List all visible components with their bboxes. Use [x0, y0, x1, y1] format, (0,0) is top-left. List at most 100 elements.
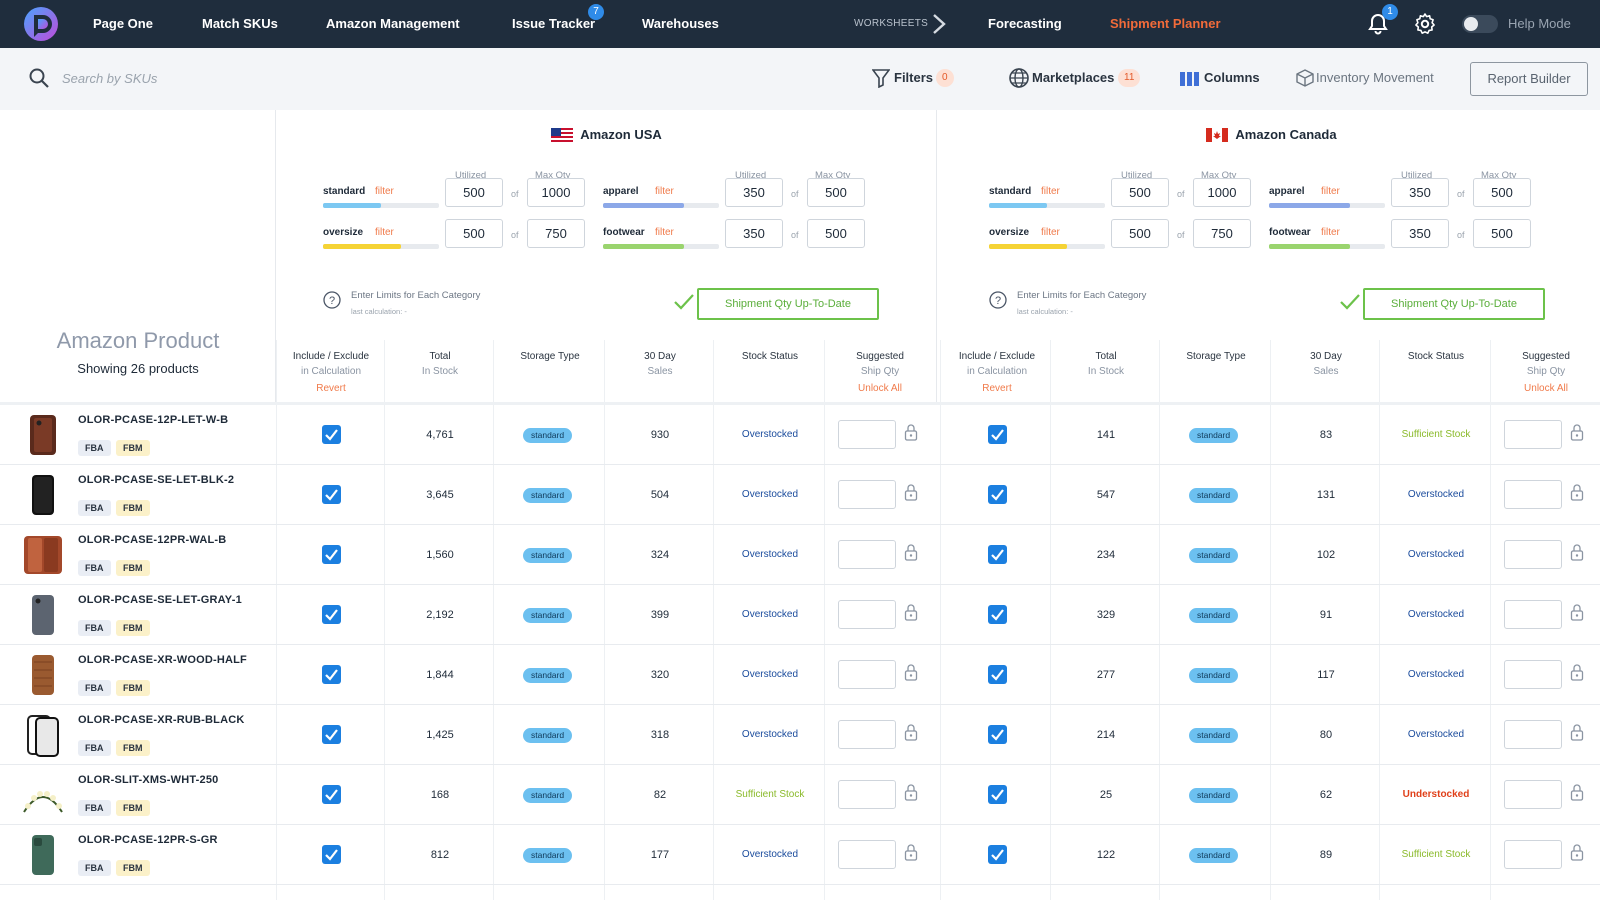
column-header-include[interactable]: Include / Exclude in Calculation Revert: [943, 349, 1051, 396]
lock-icon[interactable]: [1570, 603, 1584, 621]
include-checkbox[interactable]: [322, 665, 341, 684]
product-sku[interactable]: OLOR-SLIT-XMS-WHT-250: [78, 774, 219, 786]
lock-icon[interactable]: [1570, 723, 1584, 741]
column-header-include[interactable]: Include / Exclude in Calculation Revert: [277, 349, 385, 396]
gear-icon[interactable]: [1413, 12, 1437, 36]
category-filter-link[interactable]: filter: [1321, 227, 1340, 238]
lock-icon[interactable]: [904, 663, 918, 681]
help-circle-icon[interactable]: ?: [323, 291, 341, 309]
lock-icon[interactable]: [1570, 663, 1584, 681]
include-checkbox[interactable]: [322, 785, 341, 804]
suggested-ship-qty-input[interactable]: [1504, 720, 1562, 749]
marketplaces-button[interactable]: Marketplaces 11: [1008, 64, 1144, 92]
utilized-value[interactable]: 500: [1111, 219, 1169, 248]
lock-icon[interactable]: [904, 543, 918, 561]
suggested-ship-qty-input[interactable]: [838, 720, 896, 749]
include-checkbox[interactable]: [988, 665, 1007, 684]
include-checkbox[interactable]: [988, 485, 1007, 504]
inventory-movement-button[interactable]: Inventory Movement: [1296, 64, 1446, 92]
suggested-ship-qty-input[interactable]: [1504, 840, 1562, 869]
suggested-ship-qty-input[interactable]: [1504, 660, 1562, 689]
lock-icon[interactable]: [904, 603, 918, 621]
product-sku[interactable]: OLOR-PCASE-12P-LET-W-B: [78, 414, 229, 426]
include-checkbox[interactable]: [988, 425, 1007, 444]
product-sku[interactable]: OLOR-PCASE-XR-WOOD-HALF: [78, 654, 247, 666]
max-qty-input[interactable]: 500: [1473, 178, 1531, 207]
unlock-all-link[interactable]: Unlock All: [1524, 383, 1568, 394]
max-qty-input[interactable]: 500: [807, 178, 865, 207]
suggested-ship-qty-input[interactable]: [1504, 600, 1562, 629]
include-checkbox[interactable]: [988, 785, 1007, 804]
max-qty-input[interactable]: 1000: [1193, 178, 1251, 207]
column-header-ship[interactable]: Suggested Ship Qty Unlock All: [1492, 349, 1600, 396]
nav-issue-tracker[interactable]: Issue Tracker: [512, 16, 596, 31]
unlock-all-link[interactable]: Unlock All: [858, 383, 902, 394]
category-filter-link[interactable]: filter: [655, 186, 674, 197]
lock-icon[interactable]: [904, 483, 918, 501]
nav-forecasting[interactable]: Forecasting: [988, 16, 1062, 31]
nav-worksheets[interactable]: WORKSHEETS: [854, 18, 929, 29]
category-filter-link[interactable]: filter: [1321, 186, 1340, 197]
utilized-value[interactable]: 350: [1391, 178, 1449, 207]
product-sku[interactable]: OLOR-PCASE-12PR-WAL-B: [78, 534, 227, 546]
include-checkbox[interactable]: [988, 845, 1007, 864]
category-filter-link[interactable]: filter: [375, 227, 394, 238]
include-checkbox[interactable]: [322, 485, 341, 504]
suggested-ship-qty-input[interactable]: [838, 840, 896, 869]
nav-match-skus[interactable]: Match SKUs: [202, 16, 278, 31]
lock-icon[interactable]: [1570, 783, 1584, 801]
suggested-ship-qty-input[interactable]: [1504, 540, 1562, 569]
shipment-qty-uptodate-button[interactable]: Shipment Qty Up-To-Date: [1363, 288, 1545, 320]
utilized-value[interactable]: 350: [725, 178, 783, 207]
category-filter-link[interactable]: filter: [655, 227, 674, 238]
suggested-ship-qty-input[interactable]: [838, 420, 896, 449]
include-checkbox[interactable]: [988, 605, 1007, 624]
include-checkbox[interactable]: [988, 545, 1007, 564]
max-qty-input[interactable]: 500: [807, 219, 865, 248]
nav-shipment-planner[interactable]: Shipment Planner: [1110, 16, 1221, 31]
logo-icon[interactable]: [22, 5, 60, 43]
max-qty-input[interactable]: 750: [1193, 219, 1251, 248]
bell-icon[interactable]: [1366, 12, 1390, 36]
product-sku[interactable]: OLOR-PCASE-XR-RUB-BLACK: [78, 714, 245, 726]
report-builder-button[interactable]: Report Builder: [1470, 62, 1588, 96]
category-filter-link[interactable]: filter: [375, 186, 394, 197]
filters-button[interactable]: Filters 0: [872, 64, 962, 92]
revert-link[interactable]: Revert: [982, 383, 1012, 394]
lock-icon[interactable]: [1570, 843, 1584, 861]
nav-warehouses[interactable]: Warehouses: [642, 16, 719, 31]
suggested-ship-qty-input[interactable]: [1504, 480, 1562, 509]
suggested-ship-qty-input[interactable]: [1504, 420, 1562, 449]
product-sku[interactable]: OLOR-PCASE-12PR-S-GR: [78, 834, 218, 846]
product-sku[interactable]: OLOR-PCASE-SE-LET-BLK-2: [78, 474, 235, 486]
max-qty-input[interactable]: 1000: [527, 178, 585, 207]
suggested-ship-qty-input[interactable]: [838, 780, 896, 809]
shipment-qty-uptodate-button[interactable]: Shipment Qty Up-To-Date: [697, 288, 879, 320]
nav-amazon-management[interactable]: Amazon Management: [326, 16, 460, 31]
utilized-value[interactable]: 500: [1111, 178, 1169, 207]
help-circle-icon[interactable]: ?: [989, 291, 1007, 309]
lock-icon[interactable]: [1570, 483, 1584, 501]
lock-icon[interactable]: [904, 423, 918, 441]
include-checkbox[interactable]: [322, 425, 341, 444]
column-header-ship[interactable]: Suggested Ship Qty Unlock All: [826, 349, 934, 396]
suggested-ship-qty-input[interactable]: [838, 600, 896, 629]
utilized-value[interactable]: 350: [1391, 219, 1449, 248]
max-qty-input[interactable]: 750: [527, 219, 585, 248]
include-checkbox[interactable]: [322, 605, 341, 624]
include-checkbox[interactable]: [322, 725, 341, 744]
nav-page-one[interactable]: Page One: [93, 16, 153, 31]
category-filter-link[interactable]: filter: [1041, 227, 1060, 238]
lock-icon[interactable]: [904, 783, 918, 801]
suggested-ship-qty-input[interactable]: [838, 480, 896, 509]
utilized-value[interactable]: 350: [725, 219, 783, 248]
include-checkbox[interactable]: [988, 725, 1007, 744]
max-qty-input[interactable]: 500: [1473, 219, 1531, 248]
category-filter-link[interactable]: filter: [1041, 186, 1060, 197]
columns-button[interactable]: Columns: [1180, 64, 1260, 92]
search-input[interactable]: [62, 64, 362, 92]
utilized-value[interactable]: 500: [445, 178, 503, 207]
lock-icon[interactable]: [904, 723, 918, 741]
suggested-ship-qty-input[interactable]: [838, 660, 896, 689]
lock-icon[interactable]: [904, 843, 918, 861]
